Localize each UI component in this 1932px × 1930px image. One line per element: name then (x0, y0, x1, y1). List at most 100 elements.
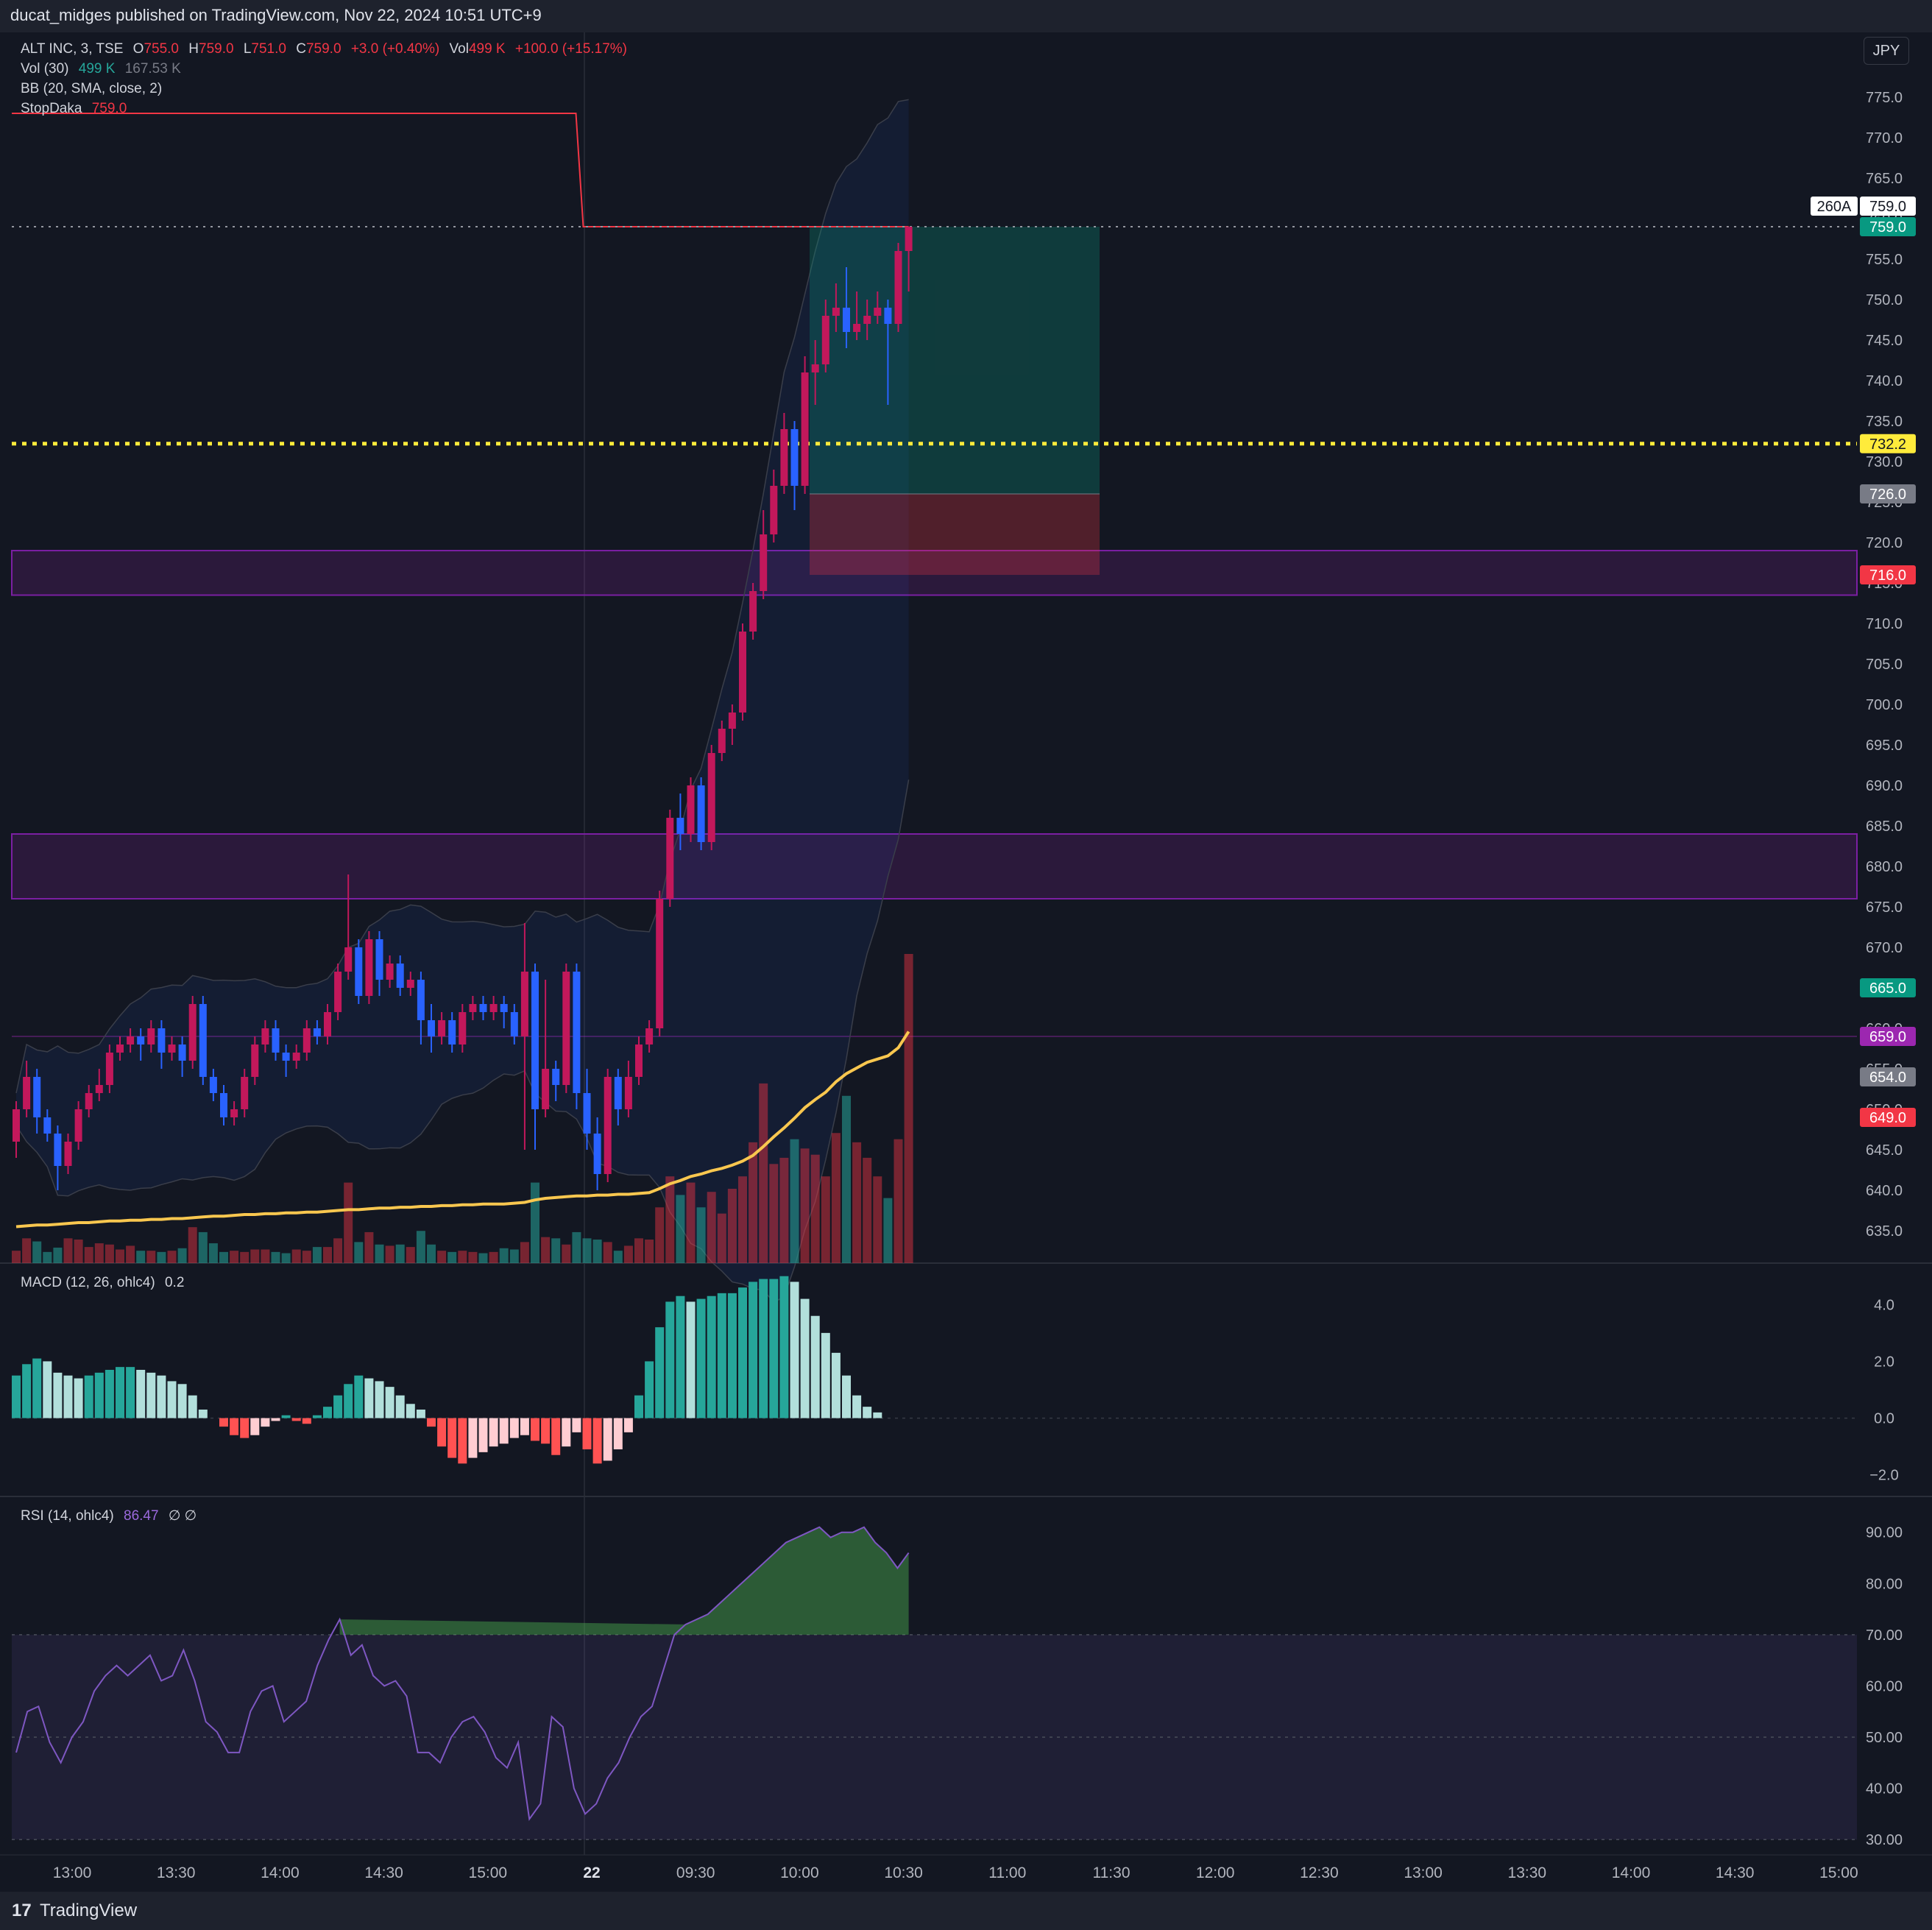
candle-body (64, 1142, 72, 1166)
macd-bar (613, 1418, 623, 1449)
volume-bar (634, 1238, 643, 1263)
macd-bar (810, 1315, 820, 1418)
macd-legend[interactable]: MACD (12, 26, ohlc4) 0.2 (21, 1275, 190, 1291)
price-label-text: 732.2 (1869, 436, 1906, 453)
rsi-legend[interactable]: RSI (14, ohlc4) 86.47 ∅ ∅ (21, 1507, 202, 1524)
rsi-tick-label: 40.00 (1866, 1781, 1903, 1798)
macd-bar (32, 1358, 42, 1418)
volume-bar (821, 1176, 830, 1263)
candle-body (707, 753, 715, 842)
candle-body (43, 1117, 52, 1134)
main-legend: ALT INC, 3, TSE O755.0 H759.0 L751.0 C75… (21, 41, 633, 57)
volume-bar (146, 1251, 156, 1263)
time-tick-label: 15:00 (469, 1864, 508, 1881)
price-tick-label: 695.0 (1866, 738, 1903, 754)
candle-body (624, 1077, 632, 1109)
macd-bar (375, 1381, 384, 1418)
time-tick-label: 10:00 (780, 1864, 819, 1881)
volume-bar (655, 1207, 665, 1263)
volume-bar (727, 1188, 737, 1263)
macd-bar (116, 1367, 124, 1418)
time-tick-label: 11:30 (1093, 1864, 1130, 1881)
volume-bar (468, 1251, 478, 1263)
macd-bar (645, 1361, 654, 1418)
macd-bar (655, 1327, 665, 1418)
candle-body (74, 1109, 82, 1142)
tradingview-logo-icon[interactable]: 17 (12, 1901, 32, 1920)
candle-body (375, 939, 383, 980)
macd-bar (852, 1395, 862, 1418)
currency-button[interactable]: JPY (1864, 37, 1909, 65)
candle-body (302, 1028, 311, 1053)
price-label-text: 716.0 (1869, 568, 1906, 584)
candle-body (459, 1012, 467, 1044)
candle-body (13, 1109, 20, 1142)
volume-bar (873, 1176, 882, 1263)
legend-vol: 499 K (468, 41, 506, 57)
macd-tick-label: 2.0 (1874, 1354, 1894, 1370)
time-tick-label: 09:30 (676, 1864, 715, 1881)
price-tick-label: 735.0 (1866, 414, 1903, 430)
vol-legend[interactable]: Vol (30) 499 K 167.53 K (21, 61, 187, 77)
position-profit-zone (810, 227, 1100, 494)
candle-body (573, 972, 581, 1093)
candle-body (116, 1044, 124, 1053)
price-tick-label: 750.0 (1866, 292, 1903, 308)
macd-bar (157, 1375, 166, 1418)
price-tick-label: 645.0 (1866, 1142, 1903, 1159)
price-tick-label: 635.0 (1866, 1223, 1903, 1240)
volume-bar (74, 1240, 83, 1263)
candle-body (105, 1053, 113, 1085)
macd-bar (230, 1418, 239, 1435)
volume-bar (894, 1139, 903, 1263)
candle-body (749, 591, 757, 632)
macd-tick-label: 0.0 (1874, 1411, 1894, 1427)
candle-body (95, 1085, 103, 1093)
price-label-badge (1860, 484, 1916, 503)
volume-bar (738, 1176, 747, 1263)
legend-symbol[interactable]: ALT INC, 3, TSE (21, 41, 124, 57)
candle-body (614, 1077, 622, 1109)
volume-bar (375, 1244, 384, 1263)
candle-body (23, 1077, 31, 1109)
volume-bar (645, 1240, 654, 1263)
candle-body (520, 972, 528, 1036)
macd-bar (385, 1387, 394, 1418)
volume-bar (416, 1231, 425, 1263)
candle-body (313, 1028, 321, 1036)
macd-bar (520, 1418, 529, 1435)
rsi-tick-label: 30.00 (1866, 1832, 1903, 1848)
legend-h-label: H (188, 41, 199, 57)
volume-bar (395, 1244, 405, 1263)
legend-change: +3.0 (+0.40%) (350, 41, 440, 57)
volume-bar (676, 1195, 685, 1263)
macd-bar (84, 1375, 93, 1418)
candle-body (230, 1109, 238, 1117)
stop-legend[interactable]: StopDaka 759.0 (21, 101, 132, 117)
price-tick-label: 720.0 (1866, 535, 1903, 551)
macd-bar (749, 1282, 758, 1418)
bollinger-upper (15, 99, 909, 1094)
macd-bar (531, 1418, 539, 1441)
volume-bar (478, 1253, 488, 1263)
candle-body (188, 1004, 197, 1061)
candle-body (355, 947, 363, 996)
volume-bar (592, 1240, 602, 1263)
candle-body (728, 713, 736, 729)
macd-bar (354, 1375, 364, 1418)
rsi-na: ∅ ∅ (168, 1508, 197, 1524)
volume-bar (116, 1249, 124, 1263)
rsi-tick-label: 60.00 (1866, 1678, 1903, 1694)
candle-body (853, 324, 861, 332)
volume-bar (406, 1247, 415, 1263)
footer-brand[interactable]: TradingView (40, 1901, 138, 1920)
candle-body (780, 429, 788, 486)
rsi-value: 86.47 (124, 1508, 159, 1524)
price-label-badge (1860, 1108, 1916, 1127)
volume-bar (759, 1083, 768, 1263)
volume-bar (32, 1241, 42, 1263)
volume-bar (22, 1238, 32, 1263)
bb-legend[interactable]: BB (20, SMA, close, 2) (21, 81, 168, 97)
volume-bar (53, 1247, 63, 1263)
